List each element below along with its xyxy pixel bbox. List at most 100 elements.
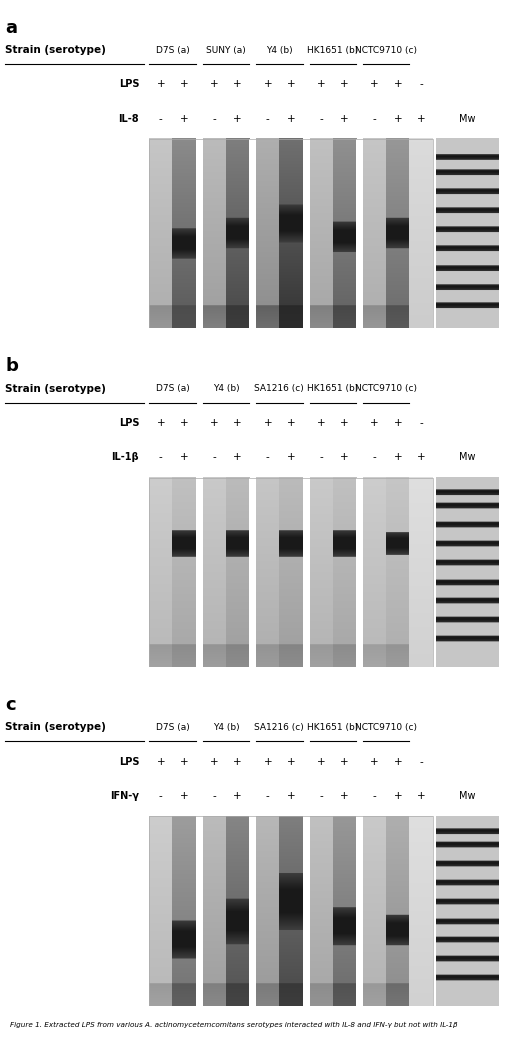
Text: +: + bbox=[179, 756, 188, 767]
Text: +: + bbox=[156, 418, 165, 428]
Text: b: b bbox=[5, 357, 18, 375]
Text: -: - bbox=[212, 791, 216, 801]
Bar bbox=[302, 478, 309, 667]
Bar bbox=[149, 139, 432, 328]
Text: +: + bbox=[210, 756, 218, 767]
Bar bbox=[435, 478, 497, 667]
Text: Mw: Mw bbox=[458, 114, 475, 124]
Text: +: + bbox=[210, 79, 218, 90]
Bar bbox=[149, 139, 432, 328]
Text: +: + bbox=[179, 79, 188, 90]
Text: +: + bbox=[233, 114, 241, 124]
Text: -: - bbox=[319, 114, 323, 124]
Text: c: c bbox=[5, 696, 16, 714]
Bar bbox=[195, 139, 203, 328]
Text: -: - bbox=[418, 756, 422, 767]
Text: NCTC9710 (c): NCTC9710 (c) bbox=[355, 46, 417, 54]
Text: IL-8: IL-8 bbox=[118, 114, 139, 124]
Text: +: + bbox=[339, 756, 348, 767]
Text: HK1651 (b): HK1651 (b) bbox=[307, 384, 358, 393]
Text: NCTC9710 (c): NCTC9710 (c) bbox=[355, 384, 417, 393]
Bar bbox=[149, 478, 432, 667]
Text: +: + bbox=[339, 418, 348, 428]
Text: Strain (serotype): Strain (serotype) bbox=[5, 383, 106, 394]
Text: Y4 (b): Y4 (b) bbox=[212, 384, 239, 393]
Text: +: + bbox=[286, 418, 295, 428]
Text: Mw: Mw bbox=[458, 791, 475, 801]
Text: +: + bbox=[263, 79, 272, 90]
Text: +: + bbox=[370, 79, 378, 90]
Bar bbox=[435, 817, 497, 1006]
Text: -: - bbox=[372, 452, 376, 463]
Text: +: + bbox=[416, 791, 425, 801]
Text: SA1216 (c): SA1216 (c) bbox=[254, 723, 304, 731]
Text: +: + bbox=[393, 418, 401, 428]
Text: -: - bbox=[212, 114, 216, 124]
Text: -: - bbox=[372, 791, 376, 801]
Text: +: + bbox=[393, 791, 401, 801]
Text: HK1651 (b): HK1651 (b) bbox=[307, 723, 358, 731]
Bar bbox=[195, 478, 203, 667]
Text: +: + bbox=[393, 79, 401, 90]
Text: -: - bbox=[212, 452, 216, 463]
Text: -: - bbox=[265, 452, 269, 463]
Text: +: + bbox=[339, 79, 348, 90]
Text: Strain (serotype): Strain (serotype) bbox=[5, 722, 106, 733]
Text: +: + bbox=[416, 452, 425, 463]
Text: +: + bbox=[316, 756, 325, 767]
Text: +: + bbox=[156, 79, 165, 90]
Text: +: + bbox=[286, 791, 295, 801]
Text: +: + bbox=[416, 114, 425, 124]
Text: -: - bbox=[418, 418, 422, 428]
Text: Y4 (b): Y4 (b) bbox=[266, 46, 292, 54]
Text: +: + bbox=[179, 114, 188, 124]
Text: -: - bbox=[265, 114, 269, 124]
Bar bbox=[356, 478, 363, 667]
Text: +: + bbox=[233, 756, 241, 767]
Text: D7S (a): D7S (a) bbox=[155, 723, 189, 731]
Bar bbox=[149, 478, 432, 667]
Text: +: + bbox=[179, 791, 188, 801]
Text: +: + bbox=[233, 452, 241, 463]
Bar bbox=[248, 817, 256, 1006]
Text: Y4 (b): Y4 (b) bbox=[212, 723, 239, 731]
Text: Figure 1. Extracted LPS from various A. actinomycetemcomitans serotypes interact: Figure 1. Extracted LPS from various A. … bbox=[10, 1022, 457, 1028]
Text: +: + bbox=[233, 418, 241, 428]
Text: -: - bbox=[159, 114, 163, 124]
Text: -: - bbox=[372, 114, 376, 124]
Bar bbox=[248, 139, 256, 328]
Text: IL-1β: IL-1β bbox=[111, 452, 139, 463]
Text: -: - bbox=[319, 791, 323, 801]
Text: +: + bbox=[263, 756, 272, 767]
Bar bbox=[195, 817, 203, 1006]
Text: +: + bbox=[393, 114, 401, 124]
Bar bbox=[302, 139, 309, 328]
Text: +: + bbox=[210, 418, 218, 428]
Bar bbox=[248, 478, 256, 667]
Text: +: + bbox=[156, 756, 165, 767]
Text: -: - bbox=[159, 791, 163, 801]
Text: SA1216 (c): SA1216 (c) bbox=[254, 384, 304, 393]
Text: NCTC9710 (c): NCTC9710 (c) bbox=[355, 723, 417, 731]
Text: +: + bbox=[286, 79, 295, 90]
Text: +: + bbox=[179, 418, 188, 428]
Text: +: + bbox=[233, 79, 241, 90]
Text: +: + bbox=[179, 452, 188, 463]
Text: Strain (serotype): Strain (serotype) bbox=[5, 45, 106, 55]
Bar bbox=[149, 817, 432, 1006]
Text: D7S (a): D7S (a) bbox=[155, 384, 189, 393]
Text: a: a bbox=[5, 19, 17, 36]
Text: LPS: LPS bbox=[118, 756, 139, 767]
Text: -: - bbox=[265, 791, 269, 801]
Text: +: + bbox=[370, 418, 378, 428]
Text: +: + bbox=[393, 756, 401, 767]
Text: +: + bbox=[316, 79, 325, 90]
Text: +: + bbox=[339, 114, 348, 124]
Text: HK1651 (b): HK1651 (b) bbox=[307, 46, 358, 54]
Text: -: - bbox=[159, 452, 163, 463]
Text: LPS: LPS bbox=[118, 418, 139, 428]
Text: +: + bbox=[370, 756, 378, 767]
Text: IFN-γ: IFN-γ bbox=[110, 791, 139, 801]
Bar bbox=[435, 139, 497, 328]
Text: +: + bbox=[286, 114, 295, 124]
